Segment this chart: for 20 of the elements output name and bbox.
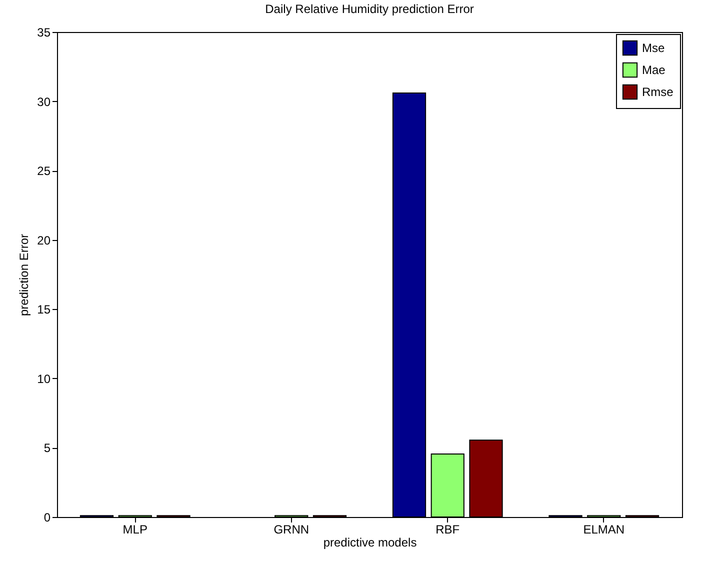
- x-tick-label: ELMAN: [583, 522, 625, 536]
- chart-title: Daily Relative Humidity prediction Error: [265, 2, 474, 16]
- x-axis-title: predictive models: [323, 536, 417, 550]
- bar: [469, 440, 503, 518]
- y-tick-label: 0: [44, 510, 51, 524]
- y-tick-label: 20: [37, 233, 51, 248]
- legend-label: Mae: [642, 63, 666, 77]
- y-tick-label: 35: [37, 26, 51, 40]
- y-tick-label: 25: [37, 164, 51, 178]
- x-tick-label: MLP: [122, 522, 148, 536]
- x-tick-label: RBF: [436, 522, 460, 536]
- y-tick-label: 15: [37, 302, 51, 317]
- bar: [392, 92, 426, 518]
- legend-label: Mse: [642, 41, 665, 55]
- x-tick-label: GRNN: [274, 522, 310, 536]
- y-tick-label: 30: [37, 94, 51, 109]
- y-axis-title: prediction Error: [17, 234, 32, 316]
- y-tick-label: 5: [44, 441, 51, 456]
- y-tick-label: 10: [37, 372, 51, 386]
- legend-label: Rmse: [642, 85, 674, 99]
